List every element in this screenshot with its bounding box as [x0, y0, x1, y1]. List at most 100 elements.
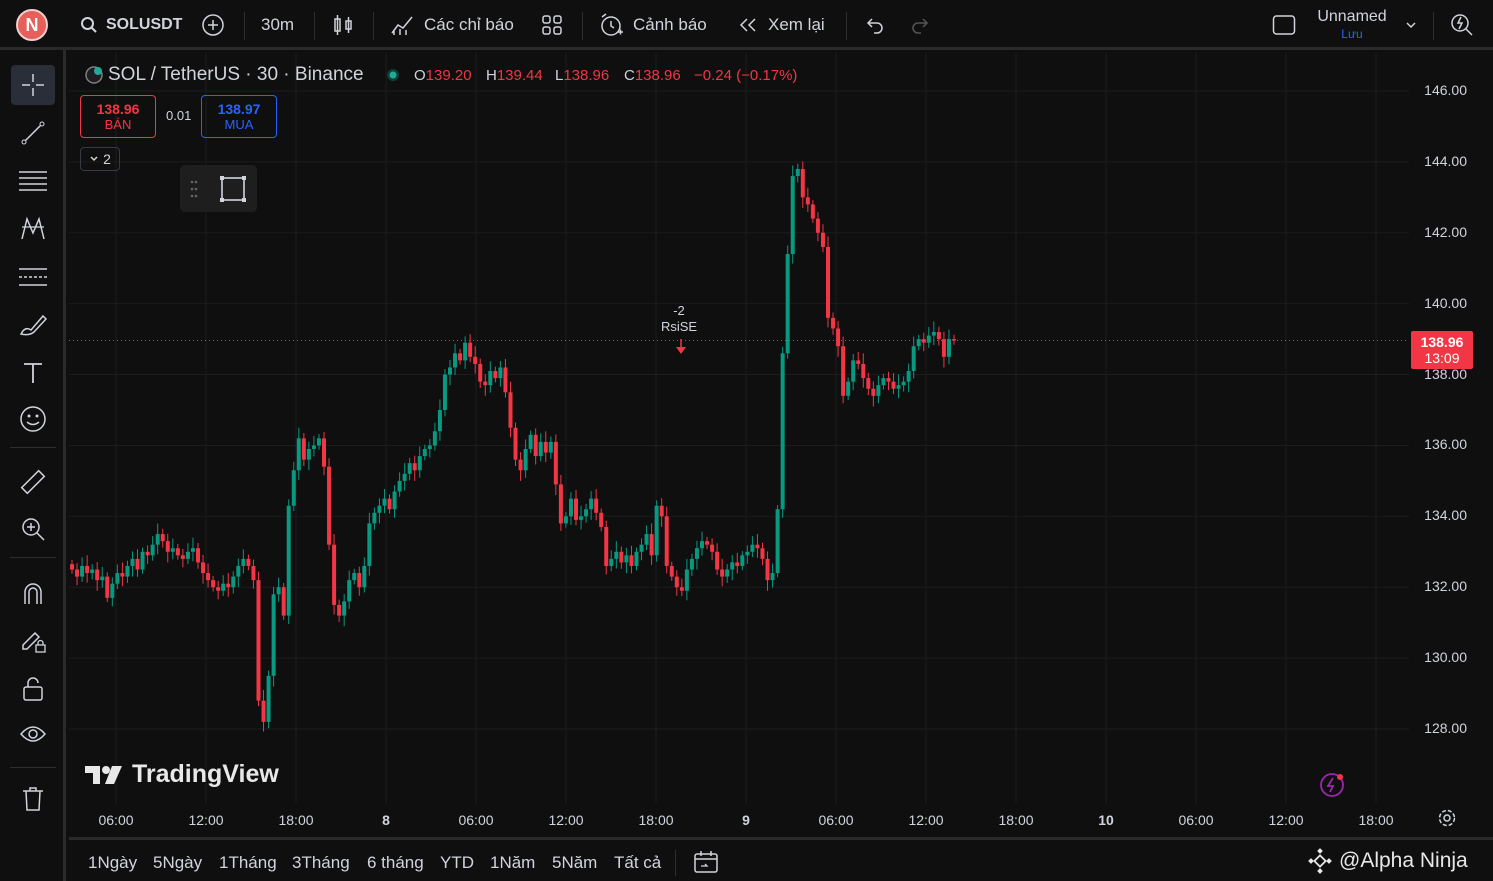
- candle-body: [548, 441, 553, 453]
- settings-icon[interactable]: [1437, 808, 1457, 828]
- undo-button[interactable]: [864, 0, 884, 50]
- candle-body: [271, 594, 276, 676]
- horizontal-lines-icon: [19, 171, 47, 191]
- replay-button[interactable]: Xem lại: [737, 0, 825, 50]
- brush-tool[interactable]: [11, 305, 55, 345]
- rectangle-select-icon[interactable]: [218, 174, 248, 204]
- candle-body: [674, 576, 679, 588]
- prediction-tool[interactable]: [11, 257, 55, 297]
- redo-button[interactable]: [911, 0, 931, 50]
- candle-body: [644, 534, 649, 545]
- range-button-3[interactable]: 3Tháng: [292, 853, 350, 872]
- date-range-calendar-icon[interactable]: [693, 850, 719, 874]
- candle-body: [820, 232, 825, 247]
- buy-label: MUA: [224, 116, 254, 132]
- candle-body: [498, 367, 503, 379]
- watermark-text: TradingView: [132, 760, 279, 788]
- indicator-collapse-button[interactable]: 2: [80, 147, 120, 171]
- redo-icon: [912, 18, 929, 34]
- buy-button[interactable]: 138.97 MUA: [201, 95, 277, 138]
- candle-body: [180, 555, 185, 559]
- lock-drawing-tool[interactable]: [11, 621, 55, 661]
- candle-body: [750, 544, 755, 552]
- range-button-1[interactable]: 5Ngày: [153, 853, 203, 872]
- candle-body: [125, 565, 130, 577]
- price-axis[interactable]: 146.00 144.00 142.00 140.00 138.00 136.00 134.…: [1410, 53, 1493, 837]
- sell-button[interactable]: 138.96 BÁN: [80, 95, 156, 138]
- layouts-button[interactable]: [541, 0, 563, 50]
- remove-drawings-tool[interactable]: [11, 779, 55, 819]
- range-button-6[interactable]: 1Năm: [490, 853, 536, 872]
- lightning-icon[interactable]: [1318, 771, 1346, 799]
- range-button-8[interactable]: Tất cả: [614, 853, 662, 872]
- magnet-tool[interactable]: [11, 573, 55, 613]
- range-button-2[interactable]: 1Tháng: [219, 853, 277, 872]
- layout-name-button[interactable]: Unnamed Lưu: [1310, 8, 1394, 44]
- candle-body: [468, 342, 473, 357]
- search-icon: [81, 17, 97, 33]
- range-button-4[interactable]: 6 tháng: [367, 853, 424, 872]
- candle-body: [694, 548, 699, 559]
- candle-body: [291, 470, 296, 506]
- interval-button[interactable]: 30m: [261, 0, 294, 50]
- range-button-5[interactable]: YTD: [440, 853, 474, 872]
- drag-handle-icon[interactable]: [189, 179, 199, 199]
- candle-body: [337, 604, 342, 616]
- crosshair-tool[interactable]: [11, 65, 55, 105]
- candle-body: [881, 378, 886, 386]
- layout-menu-button[interactable]: [1404, 0, 1418, 50]
- time-axis[interactable]: 06:00 12:00 18:00 8 06:00 12:00 18:00 9 06:00 12:…: [69, 804, 1409, 834]
- chart-type-button[interactable]: [332, 0, 354, 50]
- signal-annotation[interactable]: -2 RsiSE: [656, 303, 702, 335]
- measure-tool[interactable]: [11, 462, 55, 502]
- brush-icon: [19, 314, 47, 336]
- candle-body: [760, 548, 765, 559]
- trend-line-tool[interactable]: [11, 113, 55, 153]
- candle-body: [367, 523, 372, 566]
- candle-body: [241, 558, 246, 566]
- candle-body: [503, 367, 508, 393]
- candle-body: [851, 360, 856, 382]
- candle-body: [508, 392, 513, 428]
- top-toolbar: N SOLUSDT 30m Các chỉ báo Cảnh báo Xem l…: [0, 0, 1493, 50]
- symbol-search-button[interactable]: SOLUSDT: [80, 0, 182, 50]
- candle-body: [584, 509, 589, 517]
- candle-body: [815, 218, 820, 233]
- indicators-button[interactable]: Các chỉ báo: [390, 0, 514, 50]
- candle-body: [185, 551, 190, 559]
- time-tick-label: 18:00: [638, 812, 674, 828]
- compare-symbol-button[interactable]: [201, 0, 225, 50]
- text-tool[interactable]: [11, 353, 55, 393]
- fib-tool[interactable]: [11, 161, 55, 201]
- time-tick-label: 9: [742, 812, 750, 828]
- candle-body: [775, 509, 780, 574]
- pattern-tool[interactable]: [11, 209, 55, 249]
- candle-body: [357, 573, 362, 588]
- price-tick-label: 140.00: [1424, 294, 1467, 311]
- candle-body: [150, 544, 155, 556]
- candle-body: [841, 346, 846, 396]
- zoom-tool[interactable]: [11, 509, 55, 549]
- hide-drawings-tool[interactable]: [11, 715, 55, 755]
- symbol-title[interactable]: SOL / TetherUS · 30 · Binance: [108, 64, 364, 85]
- user-avatar[interactable]: N: [16, 9, 48, 41]
- candle-body: [604, 526, 609, 566]
- range-button-0[interactable]: 1Ngày: [88, 853, 138, 872]
- price-chart[interactable]: [69, 53, 1409, 837]
- candle-body: [453, 353, 458, 368]
- candle-body: [442, 374, 447, 410]
- price-tick-label: 130.00: [1424, 649, 1467, 666]
- layout-select-checkbox[interactable]: [1272, 0, 1296, 50]
- lightning-search-icon: [1451, 14, 1473, 36]
- emoji-tool[interactable]: [11, 399, 55, 439]
- range-button-7[interactable]: 5Năm: [552, 853, 598, 872]
- candle-body: [190, 548, 195, 552]
- candle-body: [261, 700, 266, 722]
- candle-body: [196, 548, 200, 563]
- candle-body: [710, 544, 715, 552]
- alerts-button[interactable]: Cảnh báo: [598, 0, 707, 50]
- quick-search-button[interactable]: [1450, 0, 1474, 50]
- lock-all-tool[interactable]: [11, 669, 55, 709]
- tradingview-watermark[interactable]: TradingView: [84, 760, 279, 789]
- candle-body: [342, 601, 347, 616]
